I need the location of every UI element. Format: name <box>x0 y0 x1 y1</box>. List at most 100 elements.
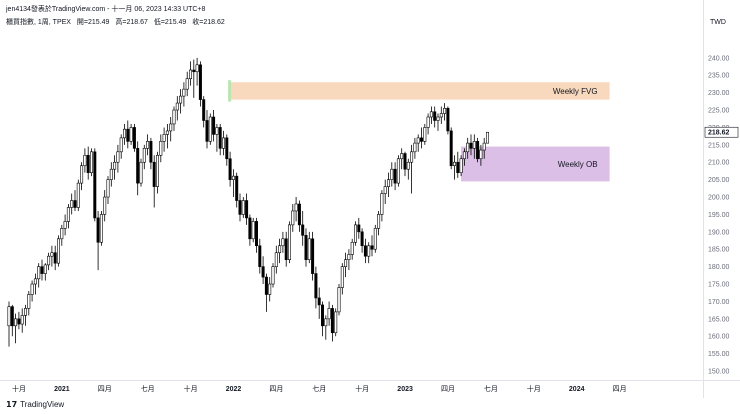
candle <box>443 103 447 121</box>
candle-body <box>17 318 21 325</box>
candle <box>7 301 11 347</box>
candle-body <box>436 116 440 121</box>
candle-body <box>86 154 90 173</box>
ohlc-low: 低=215.49 <box>153 19 187 26</box>
candle <box>386 172 390 198</box>
candle <box>377 210 381 236</box>
candle <box>334 308 338 337</box>
price-tick-label: 205.00 <box>708 177 730 184</box>
price-tick-label: 155.00 <box>708 351 730 358</box>
candle-body <box>327 308 331 320</box>
candle <box>472 134 476 159</box>
candle-body <box>179 95 183 104</box>
candle <box>162 127 166 152</box>
candle-body <box>459 158 463 173</box>
candle-body <box>330 308 334 334</box>
candle-body <box>205 120 209 142</box>
candle <box>251 217 255 243</box>
candle <box>139 158 143 187</box>
zone-weekly-ob <box>461 146 610 182</box>
price-tick-label: 170.00 <box>708 299 730 306</box>
tradingview-logo[interactable]: 17 TradingView <box>6 400 64 409</box>
candle <box>202 96 206 128</box>
candle-body <box>23 308 27 316</box>
candle-body <box>294 203 298 212</box>
last-price-box <box>704 126 739 138</box>
candle <box>307 231 311 264</box>
candle-body <box>146 141 150 149</box>
time-tick-label: 七月 <box>141 384 155 393</box>
candle-body <box>456 161 460 173</box>
candle <box>132 123 136 152</box>
candle <box>278 238 282 264</box>
candle <box>476 137 480 163</box>
candle-body <box>245 200 249 219</box>
price-tick-label: 215.00 <box>708 142 730 149</box>
price-tick-label: 200.00 <box>708 195 730 202</box>
candle-body <box>136 148 140 184</box>
candle-body <box>215 127 219 135</box>
candle <box>53 245 57 271</box>
candle-body <box>317 297 321 306</box>
last-price-marker: 218.62 <box>704 126 739 138</box>
candle <box>129 123 133 145</box>
candle-body <box>452 161 456 167</box>
last-price-label: 218.62 <box>708 130 730 137</box>
candle <box>76 179 80 211</box>
candle-body <box>406 161 410 170</box>
candle <box>126 120 130 149</box>
candle <box>350 238 354 260</box>
time-axis[interactable]: 十月 2021 四月 七月 十月 2022 四月 七月 十月 2023 四月 七月 十月 2024 四月 <box>12 384 627 393</box>
price-axis[interactable]: 150.00 155.00 160.00 165.00 170.00 175.00 180.… <box>708 55 730 375</box>
time-tick-label: 2024 <box>569 386 585 393</box>
candle-body <box>377 214 381 229</box>
candle <box>294 197 298 222</box>
candle <box>20 308 24 333</box>
candle-body <box>156 154 160 187</box>
price-tick-label: 240.00 <box>708 55 730 62</box>
candle <box>373 224 377 253</box>
candle-body <box>76 182 80 208</box>
candle-body <box>410 151 414 163</box>
candle <box>103 190 107 222</box>
candle-body <box>416 137 420 144</box>
candle-body <box>83 154 87 167</box>
candle <box>215 123 219 152</box>
candle <box>195 57 199 86</box>
candle-body <box>314 273 318 299</box>
candle <box>63 214 67 236</box>
candle-body <box>307 238 311 260</box>
tradingview-logo-text: TradingView <box>20 400 65 409</box>
candle-body <box>80 165 84 184</box>
candle <box>37 263 41 288</box>
price-tick-label: 195.00 <box>708 212 730 219</box>
candle-body <box>469 142 473 149</box>
candle-body <box>482 142 486 151</box>
tradingview-logo-icon: 17 <box>6 400 18 409</box>
symbol-name[interactable]: 櫃買指數, 1周, TPEX <box>6 19 71 26</box>
candle <box>317 287 321 319</box>
candle <box>205 110 209 149</box>
candle <box>189 61 193 86</box>
candle-body <box>347 254 351 260</box>
zone-label: Weekly OB <box>558 160 598 169</box>
candle-body <box>357 224 361 233</box>
candle <box>403 151 407 177</box>
candle-body <box>172 109 176 125</box>
candle-body <box>60 228 64 240</box>
candle <box>452 155 456 180</box>
candle <box>400 148 404 170</box>
candle <box>469 134 473 156</box>
time-tick-label: 十月 <box>12 384 26 393</box>
candle-body <box>37 266 41 280</box>
candle <box>86 146 90 180</box>
candle <box>357 217 361 239</box>
candle <box>225 134 229 166</box>
candle-body <box>284 238 288 260</box>
candle <box>459 155 463 177</box>
candle <box>50 245 54 267</box>
candle-body <box>255 221 259 247</box>
candle-body <box>43 264 47 274</box>
candle-body <box>337 287 341 313</box>
